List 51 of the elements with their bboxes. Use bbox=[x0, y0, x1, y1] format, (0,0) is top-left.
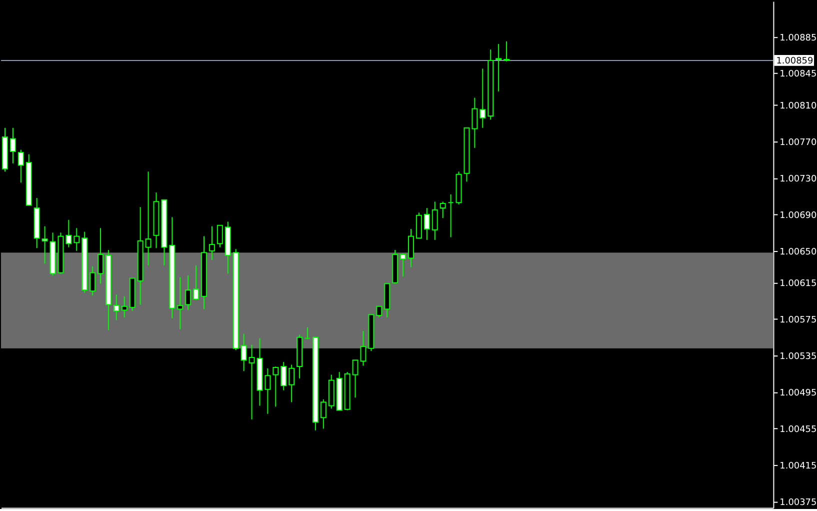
candlestick bbox=[90, 266, 96, 296]
candlestick bbox=[304, 326, 310, 340]
candlestick bbox=[280, 362, 287, 391]
candlestick bbox=[416, 212, 422, 239]
y-tick-label: 1.00535 bbox=[780, 352, 817, 362]
candlestick bbox=[504, 40, 510, 62]
candlestick bbox=[177, 276, 184, 330]
candlestick bbox=[264, 368, 271, 414]
y-tick-label: 1.00455 bbox=[780, 424, 817, 435]
candlestick bbox=[121, 296, 128, 318]
candlestick bbox=[66, 219, 72, 248]
candlestick bbox=[480, 68, 486, 128]
candlestick bbox=[408, 228, 414, 268]
y-tick-label: 1.00885 bbox=[780, 33, 817, 44]
candlestick bbox=[98, 228, 104, 284]
y-tick-label: 1.00375 bbox=[780, 498, 817, 508]
candlestick bbox=[376, 306, 382, 318]
y-tick-label: 1.00650 bbox=[780, 247, 817, 258]
candlestick bbox=[400, 253, 406, 277]
candlestick bbox=[320, 398, 326, 429]
candlestick bbox=[74, 228, 80, 252]
y-tick-label: 1.00770 bbox=[780, 138, 817, 148]
candlestick bbox=[145, 171, 152, 266]
y-tick-label: 1.00845 bbox=[780, 70, 817, 80]
candlestick bbox=[360, 330, 366, 366]
candlestick bbox=[208, 226, 215, 260]
candlestick bbox=[424, 208, 430, 240]
candlestick bbox=[496, 44, 502, 92]
candlestick bbox=[193, 264, 200, 301]
y-tick-label: 1.00415 bbox=[780, 461, 817, 472]
candlestick bbox=[10, 127, 16, 164]
candlestick bbox=[440, 201, 446, 219]
candlestick bbox=[185, 274, 192, 311]
candlestick bbox=[352, 360, 358, 398]
candlestick bbox=[42, 226, 48, 264]
candlestick bbox=[472, 97, 478, 148]
y-tick-label: 1.00615 bbox=[780, 279, 817, 290]
candlestick bbox=[240, 333, 247, 372]
candlestick bbox=[432, 201, 438, 240]
y-tick-label: 1.00495 bbox=[780, 388, 817, 399]
ref-line-label: 1.00859 bbox=[776, 56, 814, 66]
y-tick-label: 1.00810 bbox=[780, 102, 817, 112]
candlestick bbox=[272, 366, 279, 408]
y-tick-label: 1.00575 bbox=[780, 316, 817, 326]
candlestick bbox=[216, 224, 223, 248]
candlestick bbox=[448, 194, 454, 238]
candlestick bbox=[288, 364, 295, 403]
y-tick-label: 1.00690 bbox=[780, 210, 817, 221]
candlestick bbox=[18, 149, 24, 184]
y-tick-label: 1.00730 bbox=[780, 174, 817, 184]
candlestick bbox=[113, 294, 120, 321]
